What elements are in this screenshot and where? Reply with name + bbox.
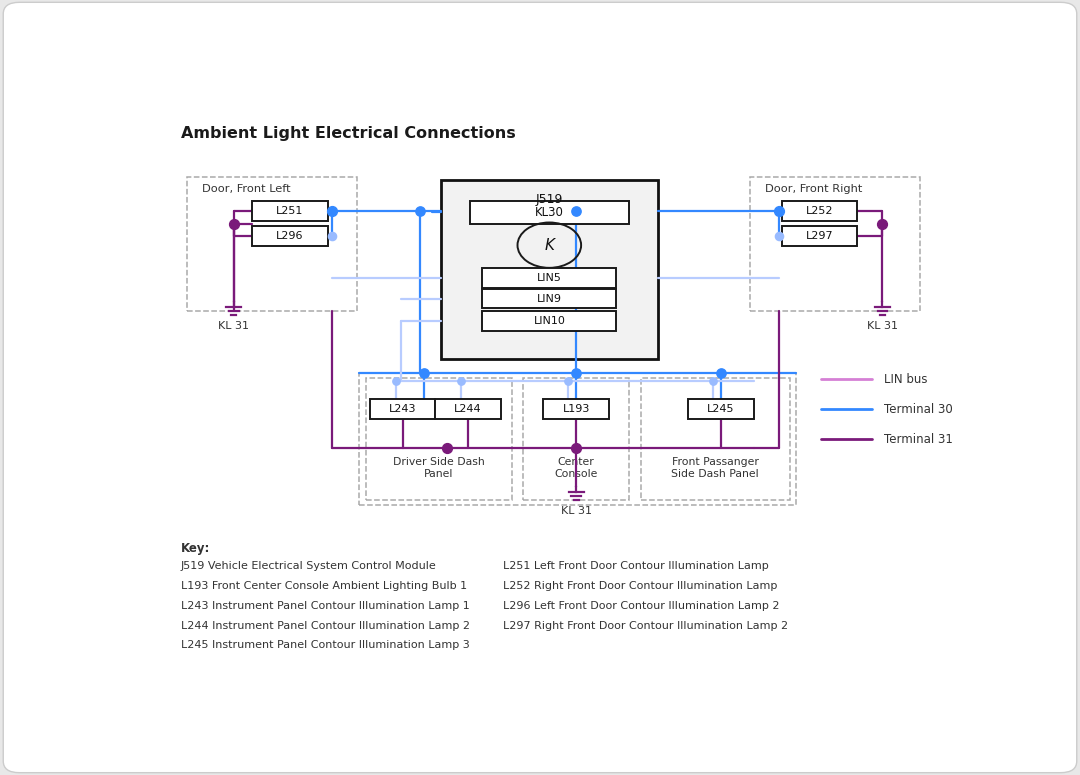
Text: LIN bus: LIN bus (885, 373, 928, 386)
Text: L297: L297 (806, 231, 834, 241)
Bar (543, 399, 609, 419)
Bar (470, 201, 629, 224)
Text: K: K (544, 238, 554, 253)
Text: L252: L252 (806, 206, 834, 216)
Text: L193: L193 (563, 405, 590, 415)
Text: L251: L251 (276, 206, 303, 216)
Text: L244: L244 (455, 405, 482, 415)
Text: L251 Left Front Door Contour Illumination Lamp: L251 Left Front Door Contour Illuminatio… (503, 561, 769, 571)
Text: Terminal 31: Terminal 31 (885, 432, 953, 446)
Text: L252 Right Front Door Contour Illumination Lamp: L252 Right Front Door Contour Illuminati… (503, 581, 778, 591)
Text: LIN10: LIN10 (534, 316, 565, 326)
Point (225, 218, 242, 230)
Bar (483, 312, 617, 330)
Bar (483, 289, 617, 308)
Point (771, 230, 788, 243)
Text: L296: L296 (276, 231, 303, 241)
Bar (253, 226, 327, 246)
Bar (483, 268, 617, 288)
Point (323, 230, 340, 243)
Point (438, 442, 456, 454)
Point (323, 205, 340, 217)
Text: Terminal 30: Terminal 30 (885, 403, 953, 415)
Point (388, 374, 405, 387)
Point (771, 205, 788, 217)
Text: LIN5: LIN5 (537, 273, 562, 283)
Text: LIN9: LIN9 (537, 294, 562, 304)
Bar (187, 177, 356, 311)
Point (713, 367, 730, 380)
Text: L243: L243 (389, 405, 417, 415)
Point (411, 205, 429, 217)
Text: Center
Console: Center Console (554, 457, 598, 479)
Point (704, 374, 721, 387)
Bar (688, 399, 754, 419)
Text: Door, Front Left: Door, Front Left (202, 184, 291, 194)
Bar (366, 378, 512, 500)
Text: KL 31: KL 31 (218, 321, 249, 331)
Bar (441, 180, 658, 359)
Bar (360, 374, 796, 505)
Text: Door, Front Right: Door, Front Right (766, 184, 863, 194)
Point (567, 367, 584, 380)
Point (567, 442, 584, 454)
Bar (751, 177, 920, 311)
Text: Ambient Light Electrical Connections: Ambient Light Electrical Connections (181, 126, 516, 141)
Point (567, 205, 584, 217)
Point (415, 367, 432, 380)
Text: L297 Right Front Door Contour Illumination Lamp 2: L297 Right Front Door Contour Illuminati… (503, 621, 788, 631)
Text: Key:: Key: (181, 542, 211, 555)
Text: L193 Front Center Console Ambient Lighting Bulb 1: L193 Front Center Console Ambient Lighti… (181, 581, 468, 591)
Bar (640, 378, 789, 500)
Text: L245: L245 (707, 405, 734, 415)
Text: L245 Instrument Panel Contour Illumination Lamp 3: L245 Instrument Panel Contour Illuminati… (181, 640, 470, 650)
Text: L244 Instrument Panel Contour Illumination Lamp 2: L244 Instrument Panel Contour Illuminati… (181, 621, 470, 631)
Text: KL 31: KL 31 (561, 506, 592, 516)
Text: Front Passanger
Side Dash Panel: Front Passanger Side Dash Panel (672, 457, 759, 479)
Text: J519 Vehicle Electrical System Control Module: J519 Vehicle Electrical System Control M… (181, 561, 436, 571)
Point (874, 218, 891, 230)
Bar (782, 201, 858, 222)
Bar (253, 201, 327, 222)
Bar (370, 399, 435, 419)
Bar (524, 378, 629, 500)
Text: KL 31: KL 31 (867, 321, 897, 331)
Text: KL30: KL30 (535, 206, 564, 219)
Text: J519: J519 (536, 193, 563, 205)
Point (559, 374, 577, 387)
Text: L243 Instrument Panel Contour Illumination Lamp 1: L243 Instrument Panel Contour Illuminati… (181, 601, 470, 611)
Bar (782, 226, 858, 246)
Bar (435, 399, 501, 419)
Text: L296 Left Front Door Contour Illumination Lamp 2: L296 Left Front Door Contour Illuminatio… (503, 601, 780, 611)
Text: Driver Side Dash
Panel: Driver Side Dash Panel (393, 457, 485, 479)
Point (453, 374, 470, 387)
